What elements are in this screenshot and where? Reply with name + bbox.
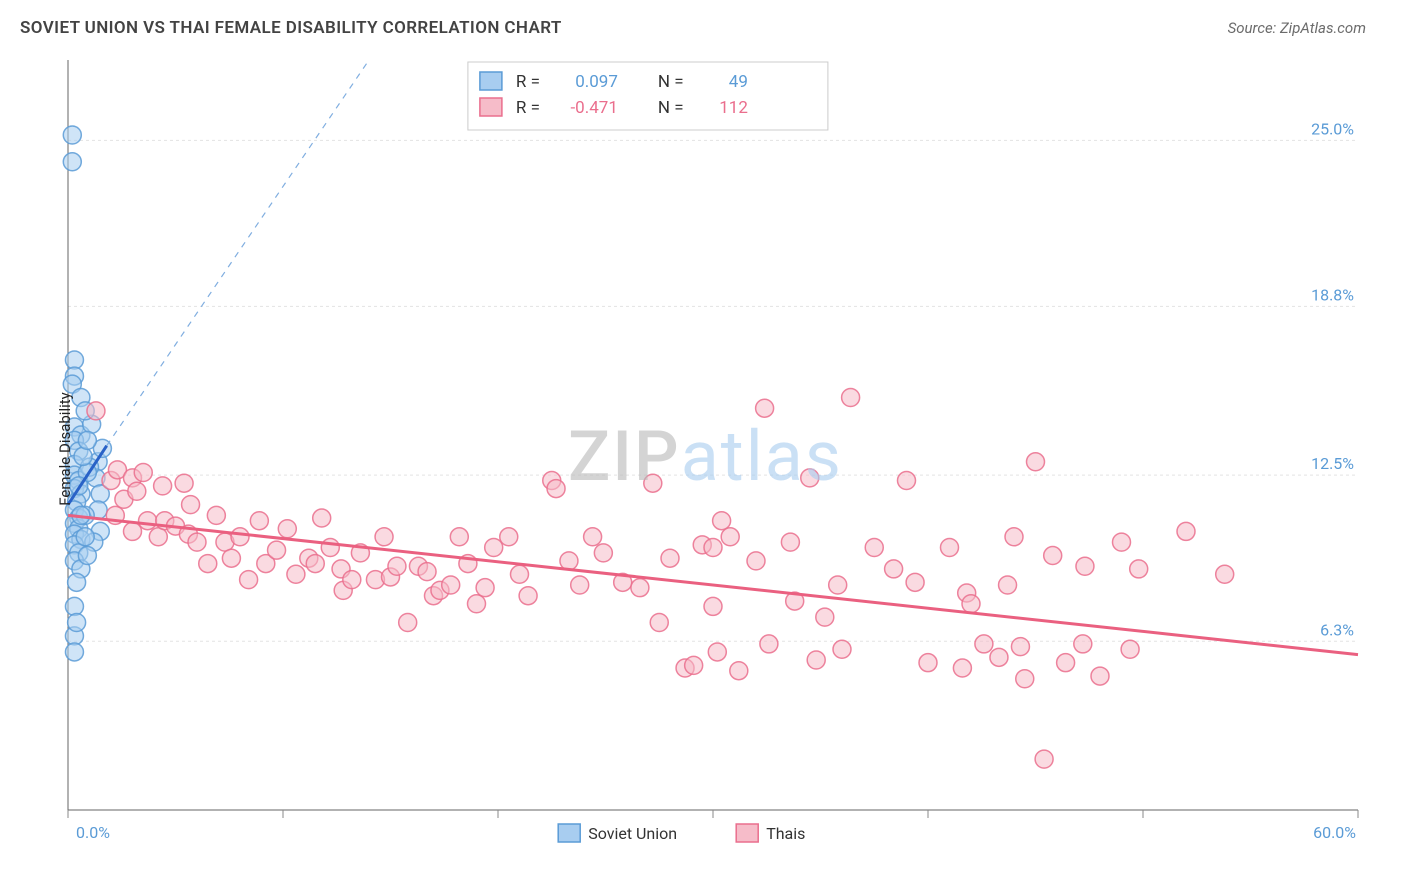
svg-text:Soviet Union: Soviet Union <box>588 824 677 843</box>
svg-text:25.0%: 25.0% <box>1311 119 1354 138</box>
chart-area: Female Disability 6.3% 12.5% 18.8% 25.0% 0.0… <box>48 54 1368 844</box>
svg-text:18.8%: 18.8% <box>1311 285 1354 304</box>
scatter-plot: 6.3% 12.5% 18.8% 25.0% 0.0% 60.0% R = 0.097 N = 4… <box>48 54 1368 844</box>
svg-text:49: 49 <box>729 72 748 92</box>
svg-text:R =: R = <box>516 98 540 118</box>
source-label: Source: ZipAtlas.com <box>1228 19 1366 37</box>
svg-text:112: 112 <box>719 98 748 118</box>
svg-text:-0.471: -0.471 <box>570 98 617 118</box>
svg-text:6.3%: 6.3% <box>1320 620 1354 639</box>
svg-text:N =: N = <box>658 98 684 118</box>
svg-text:Thais: Thais <box>766 824 805 843</box>
svg-text:R =: R = <box>516 72 540 92</box>
svg-text:12.5%: 12.5% <box>1311 454 1354 473</box>
svg-text:60.0%: 60.0% <box>1313 823 1356 842</box>
svg-text:N =: N = <box>658 72 684 92</box>
svg-text:0.097: 0.097 <box>575 72 618 92</box>
y-axis-label: Female Disability <box>56 392 74 506</box>
svg-text:0.0%: 0.0% <box>76 823 110 842</box>
chart-title: SOVIET UNION VS THAI FEMALE DISABILITY C… <box>20 18 562 38</box>
